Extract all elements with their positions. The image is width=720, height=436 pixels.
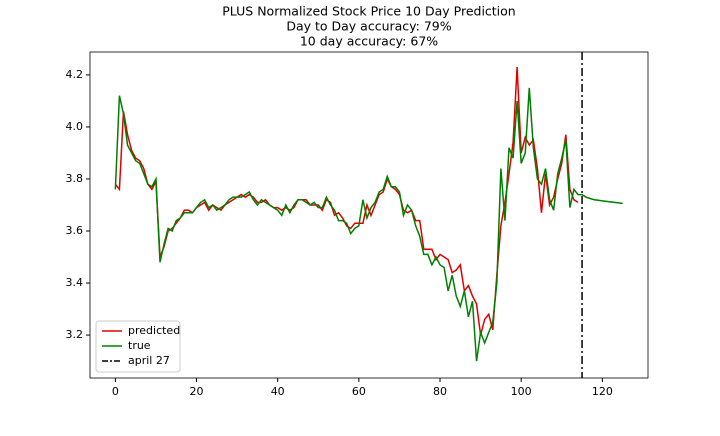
y-tick-label: 3.6 <box>66 224 84 237</box>
y-tick-label: 4.2 <box>66 68 84 81</box>
x-tick-label: 80 <box>433 385 447 398</box>
x-tick-label: 100 <box>511 385 532 398</box>
x-tick-label: 60 <box>352 385 366 398</box>
x-tick-label: 120 <box>592 385 613 398</box>
chart-title: 10 day accuracy: 67% <box>300 34 438 49</box>
series-line <box>114 67 579 336</box>
plot-frame <box>89 51 649 379</box>
y-tick-label: 4.0 <box>66 120 84 133</box>
legend-label: true <box>128 339 151 352</box>
x-tick-label: 40 <box>271 385 285 398</box>
legend-label: predicted <box>128 324 180 337</box>
chart-title: Day to Day accuracy: 79% <box>286 19 451 34</box>
y-tick-label: 3.2 <box>66 328 84 341</box>
x-tick-label: 0 <box>112 385 119 398</box>
x-tick-label: 20 <box>190 385 204 398</box>
y-tick-label: 3.8 <box>66 172 84 185</box>
series-line <box>114 87 623 362</box>
chart-title: PLUS Normalized Stock Price 10 Day Predi… <box>222 4 515 19</box>
y-tick-label: 3.4 <box>66 276 84 289</box>
legend-box <box>95 320 181 373</box>
legend-label: april 27 <box>128 354 170 367</box>
